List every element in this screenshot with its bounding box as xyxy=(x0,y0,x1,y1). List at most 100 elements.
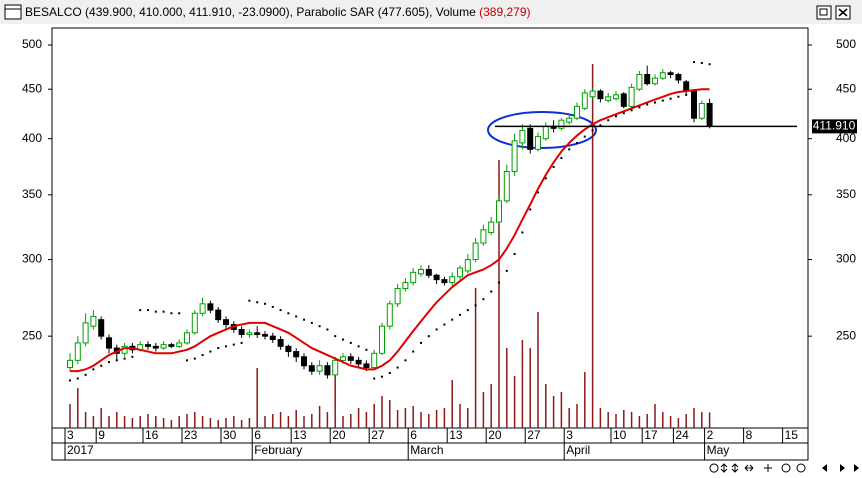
sar-dot xyxy=(381,375,383,378)
volume-bar xyxy=(677,418,680,428)
candle-body xyxy=(667,72,674,76)
refresh-button[interactable] xyxy=(709,463,719,473)
quote: (439.900, 410.000, 411.910, -23.0900) xyxy=(85,5,290,19)
candle-body xyxy=(535,136,541,150)
sar-dot xyxy=(100,364,103,367)
scroll-left-button[interactable] xyxy=(822,464,827,472)
volume-bar xyxy=(435,410,438,428)
volume-bar xyxy=(287,416,290,428)
volume-bar xyxy=(381,396,383,428)
volume-bar xyxy=(560,392,563,428)
sar-dot xyxy=(84,373,87,376)
volume-bar xyxy=(201,416,204,428)
sar-dot xyxy=(700,61,703,64)
pan-button[interactable] xyxy=(764,464,772,472)
volume-bar xyxy=(178,416,180,428)
restore-icon xyxy=(819,8,828,16)
candle-body xyxy=(67,359,73,369)
volume-bar xyxy=(599,408,602,428)
volume-bar xyxy=(591,64,594,428)
zoom-in-button[interactable] xyxy=(796,463,806,473)
header-text: BESALCO (439.900, 410.000, 411.910, -23.… xyxy=(25,5,531,19)
sar-dot xyxy=(708,63,711,66)
x-axis-frame xyxy=(51,427,809,461)
x-tick-label: 6 xyxy=(410,428,417,442)
zoom-v-button[interactable] xyxy=(731,463,739,473)
y-tick-label: 300 xyxy=(836,252,856,266)
volume-bar xyxy=(638,416,641,428)
sar-dot xyxy=(225,345,227,348)
sar-dot xyxy=(661,99,664,102)
candle-body xyxy=(168,344,175,347)
volume-bar xyxy=(318,406,321,428)
volume-bar xyxy=(194,412,196,428)
volume-bar xyxy=(186,414,188,428)
sar-dot xyxy=(443,323,446,326)
month-label: April xyxy=(566,443,590,457)
scroll-right-button[interactable] xyxy=(840,464,845,472)
candle-body xyxy=(316,365,323,372)
sar-dot xyxy=(295,315,298,318)
last-price-label: 411.910 xyxy=(813,119,856,133)
volume-bar xyxy=(342,416,344,428)
sar-dot xyxy=(147,309,149,312)
sar-dot xyxy=(646,103,649,106)
volume-bar xyxy=(264,416,266,428)
candle-body xyxy=(246,332,253,335)
volume-bar xyxy=(92,416,95,428)
sar-dot xyxy=(287,312,290,315)
candle-body xyxy=(277,339,284,347)
volume-value: (389,279) xyxy=(479,5,530,19)
sar-dot xyxy=(357,345,360,348)
candle-body xyxy=(254,332,261,335)
month-label: May xyxy=(707,443,730,457)
sar-dot xyxy=(568,148,571,151)
x-tick-label: 27 xyxy=(371,428,385,442)
restore-button[interactable] xyxy=(816,5,832,20)
volume-bar xyxy=(459,404,461,428)
volume-bar xyxy=(662,412,664,428)
sar-dot xyxy=(170,312,173,315)
sar-dot xyxy=(92,368,95,371)
candle-body xyxy=(402,282,409,290)
volume-bar xyxy=(162,418,165,428)
volume-bar xyxy=(506,348,508,428)
x-tick-label: 17 xyxy=(644,428,658,442)
zoom-v-button[interactable] xyxy=(720,463,728,473)
volume-bar xyxy=(552,396,555,428)
x-tick-label: 6 xyxy=(254,428,261,442)
sar-dot xyxy=(108,361,110,364)
volume-bar xyxy=(147,414,149,428)
sar-dot xyxy=(583,135,586,138)
x-tick-label: 20 xyxy=(488,428,502,442)
sar-dot xyxy=(677,95,680,98)
candle-body xyxy=(215,309,222,321)
volume-bar xyxy=(108,416,110,428)
candle-body xyxy=(480,229,487,244)
sar-dot xyxy=(693,61,695,64)
candle-body xyxy=(698,102,705,119)
candle-body xyxy=(496,200,502,223)
candle-body xyxy=(191,312,198,334)
sar-dot xyxy=(396,366,399,369)
candle-body xyxy=(340,356,346,361)
y-tick-label: 350 xyxy=(836,187,856,201)
scroll-end-button[interactable] xyxy=(854,464,859,472)
candle-body xyxy=(574,105,580,119)
volume-bar xyxy=(334,368,336,428)
candle-body xyxy=(527,127,534,150)
candle-body xyxy=(293,351,300,358)
zoom-h-button[interactable] xyxy=(744,464,754,472)
zoom-out-button[interactable] xyxy=(781,463,791,473)
month-label: February xyxy=(254,443,302,457)
candle-body xyxy=(355,359,362,365)
candle-body xyxy=(691,90,697,119)
x-tick-label: 20 xyxy=(332,428,346,442)
volume-bar xyxy=(701,412,703,428)
x-tick-label: 13 xyxy=(293,428,307,442)
sar-dot xyxy=(303,318,305,321)
sar-dot xyxy=(404,359,407,362)
sar-dot xyxy=(576,141,578,144)
month-label: 2017 xyxy=(67,443,94,457)
